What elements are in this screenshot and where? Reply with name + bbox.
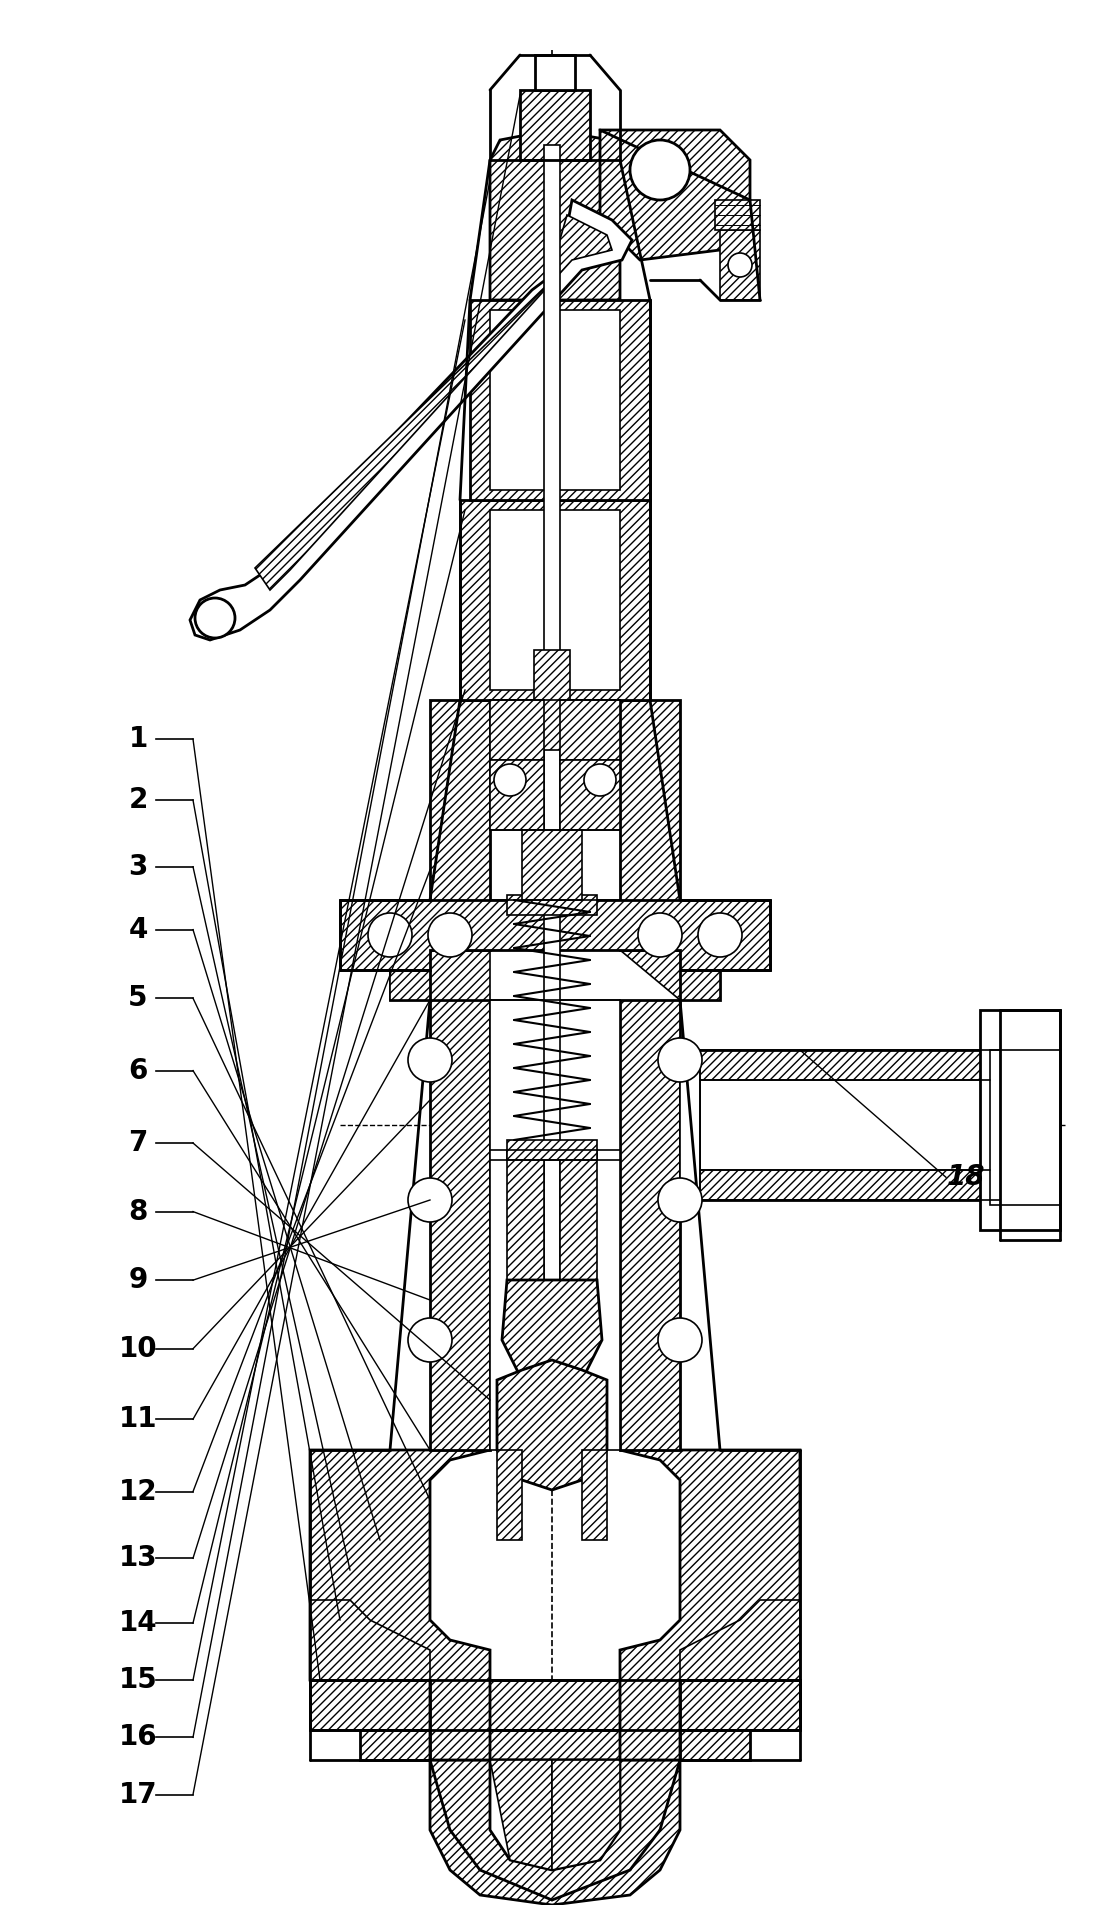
Polygon shape	[390, 951, 429, 1000]
Text: 5: 5	[128, 985, 148, 1012]
Polygon shape	[502, 1280, 602, 1400]
Polygon shape	[460, 499, 650, 699]
Polygon shape	[490, 1760, 620, 1871]
Text: 12: 12	[119, 1478, 157, 1505]
Polygon shape	[680, 1050, 700, 1200]
Polygon shape	[520, 90, 590, 160]
Circle shape	[638, 912, 682, 956]
Circle shape	[368, 912, 412, 956]
Circle shape	[428, 912, 473, 956]
Circle shape	[408, 1038, 452, 1082]
Polygon shape	[429, 699, 490, 951]
Circle shape	[698, 912, 742, 956]
Polygon shape	[560, 699, 620, 760]
Polygon shape	[560, 1151, 597, 1280]
Circle shape	[584, 764, 616, 796]
Polygon shape	[497, 1450, 522, 1539]
Text: 7: 7	[128, 1130, 148, 1156]
Bar	[490, 1000, 620, 1450]
Circle shape	[630, 139, 690, 200]
Text: 10: 10	[119, 1335, 157, 1362]
Polygon shape	[507, 1151, 544, 1280]
Polygon shape	[715, 200, 760, 231]
Text: 6: 6	[128, 1057, 148, 1084]
Text: 9: 9	[128, 1267, 148, 1293]
Text: 4: 4	[128, 916, 148, 943]
Text: 1: 1	[128, 726, 148, 752]
Polygon shape	[582, 1450, 607, 1539]
Bar	[490, 311, 620, 490]
Text: 13: 13	[119, 1545, 157, 1572]
Polygon shape	[599, 130, 750, 259]
Circle shape	[408, 1318, 452, 1362]
Polygon shape	[620, 1450, 800, 1760]
Polygon shape	[680, 1600, 800, 1680]
Polygon shape	[310, 1450, 490, 1760]
Polygon shape	[490, 699, 544, 760]
Polygon shape	[190, 200, 631, 640]
Text: 8: 8	[128, 1198, 148, 1225]
Text: 15: 15	[118, 1667, 158, 1694]
Polygon shape	[429, 1000, 490, 1450]
Bar	[990, 1050, 1060, 1206]
Polygon shape	[544, 145, 560, 1450]
Polygon shape	[360, 1730, 750, 1760]
Circle shape	[658, 1177, 702, 1221]
Polygon shape	[470, 299, 650, 499]
Polygon shape	[507, 895, 597, 914]
Polygon shape	[490, 130, 620, 299]
Polygon shape	[534, 650, 570, 751]
Text: 2: 2	[128, 787, 148, 813]
Polygon shape	[429, 1760, 680, 1905]
Polygon shape	[620, 699, 680, 951]
Polygon shape	[340, 899, 769, 970]
Text: 14: 14	[119, 1610, 157, 1636]
Polygon shape	[552, 1760, 680, 1871]
Circle shape	[493, 764, 526, 796]
Circle shape	[195, 598, 235, 638]
Circle shape	[658, 1038, 702, 1082]
Polygon shape	[490, 760, 544, 831]
Polygon shape	[680, 1050, 1000, 1200]
Polygon shape	[310, 1600, 429, 1680]
Text: 18: 18	[947, 1164, 985, 1191]
Text: 11: 11	[119, 1406, 157, 1433]
Bar	[490, 511, 620, 690]
Polygon shape	[620, 1000, 680, 1450]
Text: 3: 3	[128, 853, 148, 880]
Polygon shape	[522, 831, 582, 899]
Polygon shape	[255, 215, 612, 591]
Circle shape	[728, 253, 752, 276]
Circle shape	[408, 1177, 452, 1221]
Polygon shape	[720, 231, 760, 299]
Bar	[700, 1080, 1000, 1170]
Polygon shape	[429, 1760, 552, 1871]
Polygon shape	[620, 951, 720, 1000]
Polygon shape	[390, 951, 490, 1000]
Polygon shape	[310, 1680, 800, 1730]
Circle shape	[658, 1318, 702, 1362]
Bar	[535, 55, 575, 90]
Polygon shape	[560, 760, 620, 831]
Polygon shape	[980, 1010, 1060, 1231]
Polygon shape	[507, 1139, 597, 1160]
Polygon shape	[497, 1360, 607, 1490]
Text: 17: 17	[119, 1781, 157, 1808]
Text: 16: 16	[119, 1724, 157, 1751]
Polygon shape	[680, 951, 720, 1000]
